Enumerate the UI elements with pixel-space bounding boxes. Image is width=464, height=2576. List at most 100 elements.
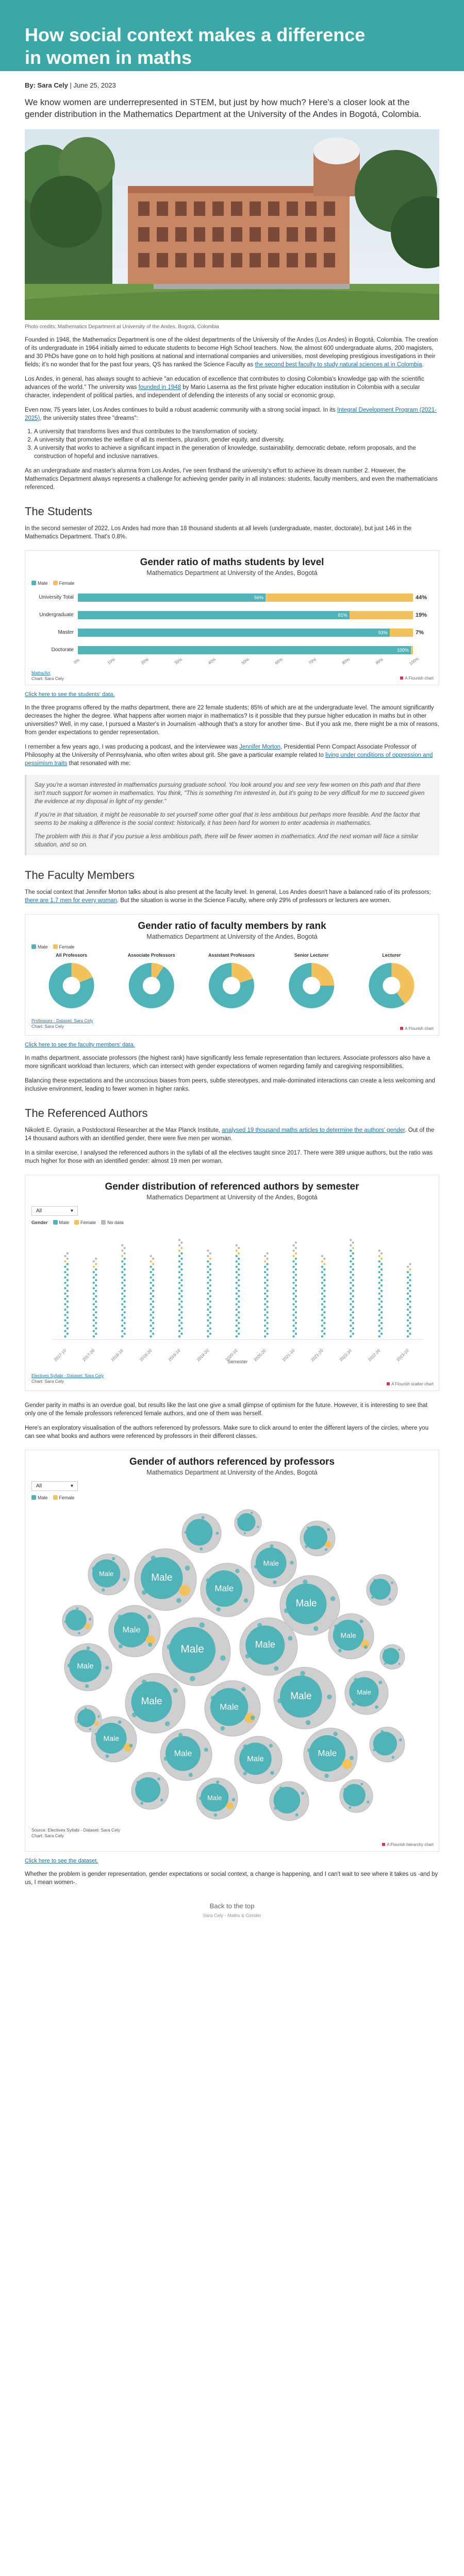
dot-male[interactable]: [207, 1292, 209, 1295]
dot-male[interactable]: [323, 1300, 326, 1303]
dot-male[interactable]: [238, 1316, 240, 1319]
bubble-small-male[interactable]: [136, 1781, 140, 1784]
dot-female[interactable]: [321, 1260, 324, 1263]
dot-male[interactable]: [152, 1311, 155, 1314]
bubble-small-male[interactable]: [118, 1720, 122, 1724]
bubble-small-male[interactable]: [305, 1720, 311, 1725]
bubble-small-male[interactable]: [251, 1512, 253, 1514]
dot-male[interactable]: [294, 1300, 297, 1303]
dot-male[interactable]: [66, 1268, 69, 1271]
dot-no-data[interactable]: [294, 1247, 297, 1249]
dot-male[interactable]: [350, 1281, 352, 1284]
bubble-male[interactable]: [169, 1626, 216, 1673]
legend-female[interactable]: Female: [53, 581, 75, 586]
dot-male[interactable]: [263, 1271, 267, 1274]
dot-male[interactable]: [207, 1265, 209, 1268]
bubble-male[interactable]: [273, 1787, 301, 1814]
dot-male[interactable]: [292, 1281, 295, 1284]
dot-male[interactable]: [378, 1276, 380, 1279]
dot-no-data[interactable]: [64, 1255, 67, 1258]
dot-male[interactable]: [238, 1311, 240, 1314]
bubble-small-male[interactable]: [141, 1680, 147, 1685]
dot-no-data[interactable]: [409, 1263, 411, 1265]
dot-male[interactable]: [178, 1325, 181, 1327]
dot-male[interactable]: [95, 1311, 97, 1314]
dot-male[interactable]: [180, 1290, 183, 1292]
dot-male[interactable]: [121, 1303, 124, 1306]
dot-male[interactable]: [180, 1295, 183, 1298]
dot-no-data[interactable]: [352, 1241, 354, 1244]
dot-male[interactable]: [92, 1276, 95, 1279]
bubble-small-male[interactable]: [360, 1783, 363, 1786]
dot-male[interactable]: [123, 1295, 126, 1298]
source-link[interactable]: Electives Syllabi - Dataset: Sara Cely: [31, 1373, 104, 1378]
bubble-male[interactable]: [92, 1559, 121, 1588]
bubble-small-male[interactable]: [371, 1596, 374, 1599]
dot-male[interactable]: [406, 1308, 409, 1311]
legend-no-data[interactable]: No data: [101, 1220, 124, 1225]
dot-male[interactable]: [178, 1265, 181, 1268]
bubble-small-male[interactable]: [237, 1518, 239, 1521]
dot-male[interactable]: [294, 1268, 297, 1271]
dot-male[interactable]: [121, 1287, 124, 1290]
dot-male[interactable]: [380, 1321, 383, 1325]
bubble-small-male[interactable]: [354, 1677, 358, 1682]
bubble-small-male[interactable]: [380, 1730, 384, 1733]
author-bubble[interactable]: Male: [160, 1728, 212, 1781]
dot-male[interactable]: [263, 1330, 267, 1332]
pie-panel[interactable]: All Professors: [48, 953, 94, 1008]
bar-row[interactable]: Master 93% 7%: [31, 626, 433, 638]
bubble-small-male[interactable]: [147, 1615, 152, 1619]
bubble-small-male[interactable]: [165, 1721, 170, 1726]
dot-no-data[interactable]: [294, 1241, 297, 1244]
bubble-small-male[interactable]: [398, 1649, 401, 1651]
dot-male[interactable]: [378, 1303, 380, 1306]
bubble-small-male[interactable]: [235, 1569, 240, 1573]
author-bubble[interactable]: Male: [251, 1541, 297, 1587]
dot-female[interactable]: [352, 1247, 354, 1249]
dot-male[interactable]: [321, 1276, 324, 1279]
filter-dropdown[interactable]: All ▾: [31, 1206, 78, 1216]
dot-male[interactable]: [207, 1303, 209, 1306]
dot-male[interactable]: [152, 1327, 155, 1330]
dot-female[interactable]: [378, 1255, 380, 1258]
dot-male[interactable]: [150, 1314, 152, 1316]
dot-male[interactable]: [321, 1292, 324, 1295]
dot-male[interactable]: [64, 1335, 67, 1338]
bubble-small-male[interactable]: [378, 1681, 383, 1685]
dot-male[interactable]: [378, 1298, 380, 1300]
bubble-small-male[interactable]: [213, 1813, 218, 1817]
dot-male[interactable]: [66, 1274, 69, 1276]
dot-male[interactable]: [152, 1316, 155, 1319]
bubble-small-male[interactable]: [363, 1645, 368, 1649]
dot-male[interactable]: [352, 1284, 354, 1287]
founded-link[interactable]: founded in 1948: [138, 384, 181, 391]
gyrasin-study-link[interactable]: analysed 19 thousand maths articles to d…: [222, 1127, 405, 1133]
dot-male[interactable]: [121, 1281, 124, 1284]
source-link[interactable]: Maths/Art: [31, 670, 51, 675]
dot-male[interactable]: [209, 1274, 212, 1276]
dot-male[interactable]: [321, 1319, 324, 1321]
dot-male[interactable]: [350, 1276, 352, 1279]
bubble-small-male[interactable]: [243, 1744, 247, 1749]
bubble-small-male[interactable]: [216, 1531, 219, 1535]
dot-male[interactable]: [292, 1314, 295, 1316]
author-bubble[interactable]: Male: [344, 1671, 389, 1715]
dot-male[interactable]: [180, 1263, 183, 1265]
bubble-small-male[interactable]: [270, 1771, 274, 1775]
bubble-small-male[interactable]: [352, 1702, 355, 1706]
dot-male[interactable]: [378, 1314, 380, 1316]
dot-male[interactable]: [66, 1311, 69, 1314]
dot-male[interactable]: [92, 1335, 95, 1338]
dot-male[interactable]: [406, 1325, 409, 1327]
dot-male[interactable]: [294, 1316, 297, 1319]
dot-male[interactable]: [64, 1314, 67, 1316]
dot-female[interactable]: [150, 1260, 152, 1263]
dot-male[interactable]: [406, 1314, 409, 1316]
dot-male[interactable]: [378, 1260, 380, 1263]
dot-female[interactable]: [263, 1260, 267, 1263]
dot-male[interactable]: [209, 1306, 212, 1308]
bubble-small-male[interactable]: [185, 1565, 190, 1571]
dot-no-data[interactable]: [178, 1239, 181, 1241]
dot-male[interactable]: [380, 1279, 383, 1281]
